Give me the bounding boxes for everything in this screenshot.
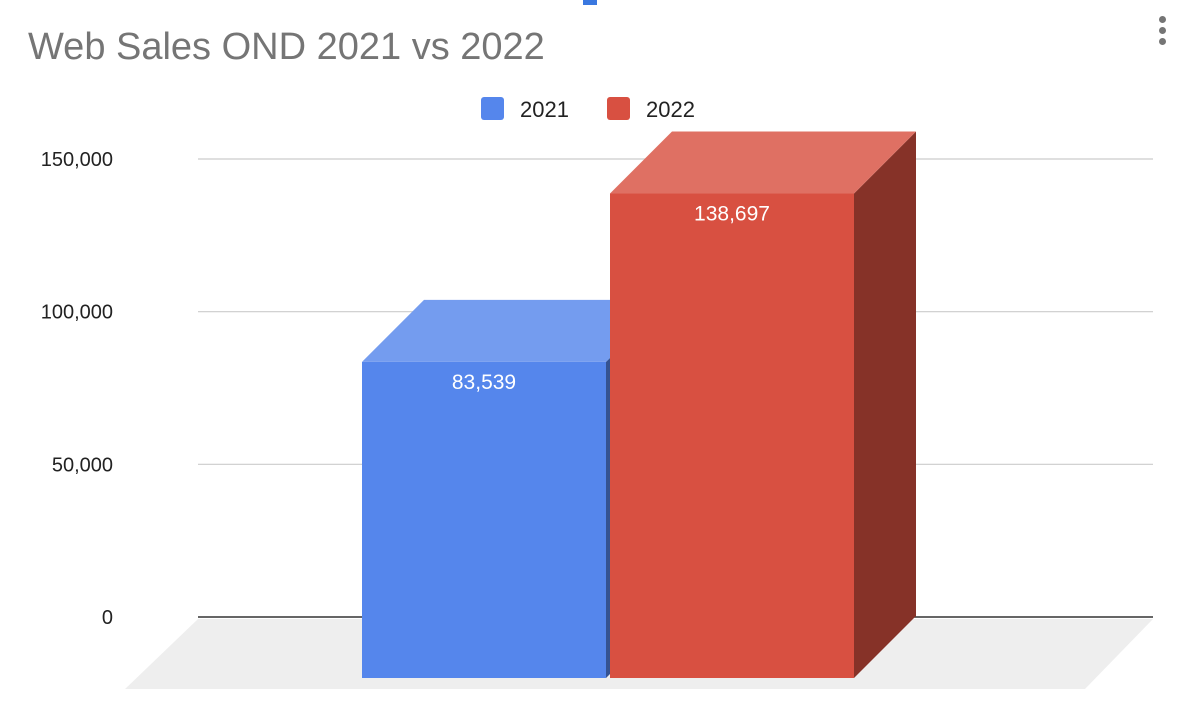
data-label: 138,697 [694, 203, 770, 226]
y-tick-label: 0 [102, 607, 113, 629]
legend-label: 2021 [520, 97, 569, 122]
y-tick-label: 50,000 [52, 454, 113, 476]
top-accent-marker [583, 0, 597, 5]
bar-top [610, 131, 916, 194]
bar-top [362, 299, 668, 362]
bar [610, 193, 854, 678]
legend-swatch [607, 97, 630, 120]
more-vert-icon[interactable] [1150, 12, 1174, 48]
bar-side [854, 131, 916, 678]
y-tick-label: 100,000 [41, 302, 113, 324]
chart-title: Web Sales OND 2021 vs 2022 [28, 26, 545, 68]
y-tick-label: 150,000 [41, 149, 113, 171]
bar [362, 361, 606, 678]
legend-label: 2022 [646, 97, 695, 122]
legend-swatch [481, 97, 504, 120]
data-label: 83,539 [452, 371, 516, 394]
